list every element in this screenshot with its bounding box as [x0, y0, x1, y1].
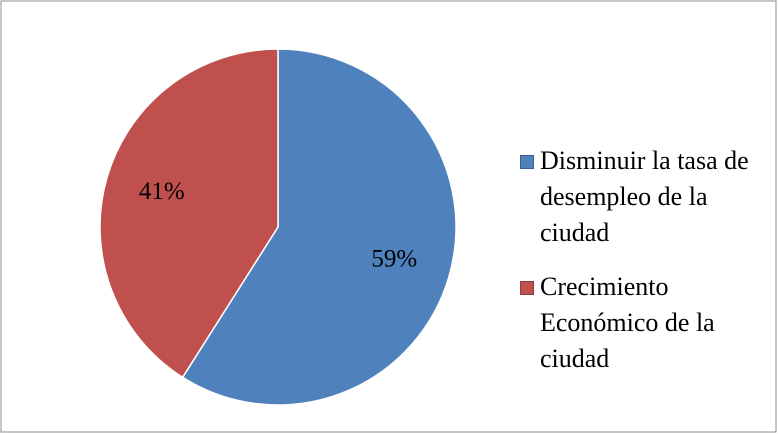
legend-entry: Disminuir la tasa de desempleo de la ciu…: [520, 143, 765, 251]
pie-slice: [181, 48, 457, 406]
legend-swatch: [520, 281, 534, 295]
pie-slice: [99, 48, 279, 379]
legend-label: Disminuir la tasa de desempleo de la ciu…: [540, 146, 749, 247]
legend-label: Crecimiento Económico de la ciudad: [540, 272, 715, 373]
data-label: 41%: [139, 178, 185, 205]
legend-entry: Crecimiento Económico de la ciudad: [520, 269, 765, 377]
legend-swatch: [520, 155, 534, 169]
legend: Disminuir la tasa de desempleo de la ciu…: [520, 143, 765, 395]
data-label: 59%: [371, 246, 417, 273]
